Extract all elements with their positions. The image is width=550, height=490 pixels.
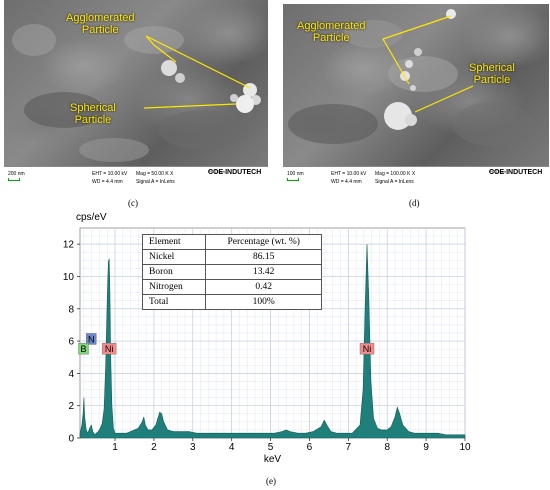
table-row: Nitrogen 0.42 [141, 279, 322, 295]
sem-panel-c: Agglomerated Particle Spherical Particle… [4, 0, 268, 208]
sem-panel-d: Agglomerated Particle Spherical Particle… [283, 4, 549, 208]
y-tick-label: 2 [68, 401, 74, 412]
x-tick-label: 7 [346, 442, 352, 453]
peak-label-box [78, 342, 89, 355]
table-row: Total 100% [141, 294, 322, 310]
x-tick-label: 10 [459, 442, 471, 453]
scale-bar-label-c: 200 nm [8, 171, 25, 177]
caption-d: (d) [409, 198, 420, 208]
eht-value-c: EHT = 10.00 kV [92, 171, 128, 177]
peak-label: N [88, 334, 95, 344]
cell-value: 13.42 [205, 264, 322, 280]
y-tick-label: 10 [63, 272, 75, 283]
x-tick-label: 5 [268, 442, 274, 453]
eds-panel: 1 2 3 4 5 6 7 8 9 10 0 2 4 6 8 10 12 cps/eV keV N B Ni Ni Elem… [0, 206, 550, 490]
y-tick-label: 12 [63, 240, 75, 251]
composition-table: Element Percentage (wt. %) Nickel 86.15 … [141, 234, 322, 310]
sem-image-c: Agglomerated Particle Spherical Particle [4, 0, 268, 166]
y-tick-label: 6 [68, 337, 74, 348]
mag-value-d: Mag = 100.00 K X [375, 171, 416, 177]
table-row: Boron 13.42 [141, 264, 322, 280]
peak-label: Ni [105, 344, 114, 354]
table-header-row: Element Percentage (wt. %) [141, 234, 322, 250]
sem-info-bar-d: 100 nm EHT = 10.00 kV WD = 4.4 mm Mag = … [283, 166, 549, 189]
cell-element: Boron [141, 264, 207, 280]
header-element: Element [141, 234, 207, 250]
x-tick-label: 4 [229, 442, 235, 453]
x-tick-label: 1 [112, 442, 118, 453]
y-tick-label: 0 [68, 434, 74, 445]
header-percentage: Percentage (wt. %) [205, 234, 322, 250]
caption-c: (c) [128, 198, 138, 208]
x-tick-label: 2 [151, 442, 157, 453]
eht-value-d: EHT = 10.00 kV [331, 171, 367, 177]
peak-label-box [101, 342, 117, 355]
wd-value-d: WD = 4.4 mm [331, 179, 362, 185]
cell-value: 86.15 [205, 249, 322, 265]
y-tick-label: 4 [68, 369, 74, 380]
peak-label-box [86, 333, 97, 345]
cell-value: 100% [205, 294, 322, 310]
sem-texture-c [12, 24, 261, 162]
x-tick-label: 9 [423, 442, 429, 453]
x-tick-label: 3 [190, 442, 196, 453]
annotation-agglomerated-d: Agglomerated Particle [297, 20, 366, 44]
y-tick-label: 8 [68, 304, 74, 315]
cell-element: Nickel [141, 249, 207, 265]
cell-element: Total [141, 294, 207, 310]
y-axis-label: cps/eV [76, 212, 107, 223]
cell-value: 0.42 [205, 279, 322, 295]
x-axis-label: keV [264, 454, 282, 465]
cell-element: Nitrogen [141, 279, 207, 295]
table-row: Nickel 86.15 [141, 249, 322, 265]
annotation-spherical-d: Spherical Particle [469, 62, 515, 86]
x-tick-label: 8 [384, 442, 390, 453]
peak-label: Ni [363, 344, 372, 354]
signal-value-c: Signal A = InLens [136, 179, 175, 185]
peak-label-box [359, 342, 375, 355]
annotation-spherical-c: Spherical Particle [70, 102, 116, 126]
scale-bar-c [8, 178, 20, 181]
x-tick-label: 6 [307, 442, 313, 453]
sem-image-d: Agglomerated Particle Spherical Particle [283, 4, 549, 166]
scale-bar-label-d: 100 nm [287, 171, 304, 177]
mag-value-c: Mag = 50.00 K X [136, 171, 174, 177]
spectrum-area [79, 244, 466, 439]
sem-texture-d [288, 9, 533, 146]
annotation-agglomerated-c: Agglomerated Particle [66, 12, 135, 36]
caption-e: (e) [266, 476, 276, 486]
scale-bar-d [287, 178, 299, 181]
sem-info-bar-c: 200 nm EHT = 10.00 kV WD = 4.4 mm Mag = … [4, 166, 268, 189]
signal-value-d: Signal A = InLens [375, 179, 414, 185]
wd-value-c: WD = 4.4 mm [92, 179, 123, 185]
peak-label: B [80, 344, 86, 354]
